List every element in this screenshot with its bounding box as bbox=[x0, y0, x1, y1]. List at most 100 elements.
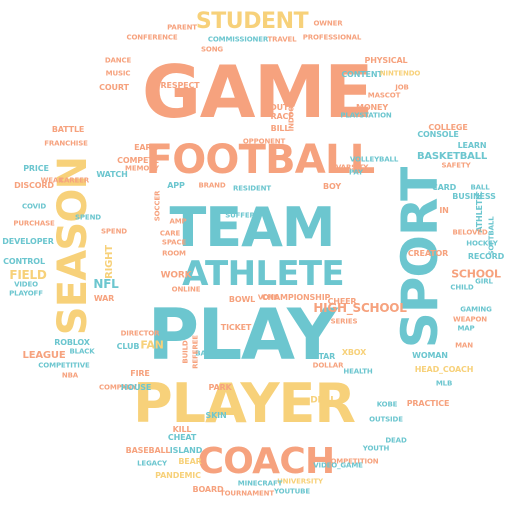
word-nintendo: NINTENDO bbox=[379, 69, 421, 78]
word-ticket: TICKET bbox=[220, 323, 252, 332]
word-professional: PROFESSIONAL bbox=[302, 33, 362, 42]
word-memory: MEMORY bbox=[125, 164, 159, 173]
word-boy: BOY bbox=[323, 182, 341, 191]
word-pandemic: PANDEMIC bbox=[155, 471, 201, 480]
word-park: PARK bbox=[208, 383, 232, 392]
word-watch: WATCH bbox=[96, 170, 128, 179]
word-covid: COVID bbox=[21, 202, 47, 211]
word-kill: KILL bbox=[172, 425, 192, 434]
word-battle: BATTLE bbox=[51, 125, 85, 134]
word-spend: SPEND bbox=[101, 227, 127, 236]
word-head-coach: HEAD_COACH bbox=[414, 365, 474, 374]
word-physical: PHYSICAL bbox=[364, 56, 408, 65]
word-referee: REFEREE bbox=[191, 335, 200, 369]
word-college: COLLEGE bbox=[428, 123, 468, 132]
word-tournament: TOURNAMENT bbox=[219, 489, 275, 498]
word-opponent: OPPONENT bbox=[242, 137, 286, 146]
word-director: DIRECTOR bbox=[120, 329, 160, 338]
word-war: WAR bbox=[93, 294, 115, 303]
word-dead: DEAD bbox=[385, 436, 407, 445]
word-black: BLACK bbox=[69, 347, 95, 356]
word-cheat: CHEAT bbox=[167, 433, 197, 442]
word-bear: BEAR bbox=[178, 457, 202, 466]
word-purchase: PURCHASE bbox=[13, 219, 55, 228]
word-baseball: BASEBALL bbox=[125, 446, 171, 455]
word-game: GAME bbox=[142, 50, 373, 134]
word-commissioner: COMMISSIONER bbox=[207, 35, 269, 44]
word-work: WORK bbox=[160, 270, 192, 281]
word-content: CONTENT bbox=[341, 70, 383, 79]
word-bowl: BOWL bbox=[228, 295, 256, 304]
word-music: MUSIC bbox=[105, 69, 131, 78]
word-video-game: VIDEO_GAME bbox=[313, 461, 363, 470]
word-beloved: BELOVED bbox=[452, 228, 488, 237]
word-video: VIDEO bbox=[14, 280, 38, 289]
word-online: ONLINE bbox=[171, 285, 201, 294]
word-duty: DUTY bbox=[270, 103, 294, 112]
word-school: SCHOOL bbox=[451, 267, 501, 281]
word-sport: SPORT bbox=[391, 167, 449, 349]
word-mlb: MLB bbox=[435, 379, 453, 388]
word-travel: TRAVEL bbox=[267, 35, 297, 44]
word-fire: FIRE bbox=[130, 369, 150, 378]
word-room: ROOM bbox=[162, 249, 186, 258]
word-money: MONEY bbox=[356, 103, 388, 112]
word-dollar: DOLLAR bbox=[312, 361, 344, 370]
word-skin: SKIN bbox=[205, 411, 227, 420]
word-card: CARD bbox=[431, 183, 457, 192]
word-learn: LEARN bbox=[457, 141, 487, 150]
word-career: CAREER bbox=[58, 176, 90, 185]
word-record: RECORD bbox=[467, 252, 505, 261]
word-console: CONSOLE bbox=[417, 130, 459, 139]
word-discord: DISCORD bbox=[14, 181, 54, 190]
word-cheer: CHEER bbox=[327, 297, 357, 306]
word-suffer: SUFFER bbox=[225, 211, 255, 220]
word-respect: RESPECT bbox=[160, 81, 200, 90]
word-playstation: PLAYSTATION bbox=[340, 111, 392, 120]
word-team: TEAM bbox=[169, 196, 336, 259]
word-app: APP bbox=[167, 181, 185, 190]
word-dance: DANCE bbox=[104, 56, 132, 65]
word-board: BOARD bbox=[192, 485, 224, 494]
word-player: PLAYER bbox=[133, 372, 356, 435]
word-club: CLUB bbox=[116, 342, 140, 351]
word-deal: DEAL bbox=[310, 395, 336, 406]
word-competitive: COMPETITIVE bbox=[38, 361, 90, 370]
word-resident: RESIDENT bbox=[233, 184, 271, 193]
word-kobe: KOBE bbox=[376, 400, 398, 409]
word-company: COMPANY bbox=[99, 383, 137, 392]
word-amp: AMP bbox=[169, 217, 187, 226]
word-legacy: LEGACY bbox=[137, 459, 167, 468]
word-health: HEALTH bbox=[343, 367, 373, 376]
word-indoor: INDOOR bbox=[287, 100, 296, 132]
word-parent: PARENT bbox=[167, 23, 197, 32]
word-bill: BILL bbox=[270, 124, 290, 133]
word-right: RIGHT bbox=[104, 245, 115, 279]
word-league: LEAGUE bbox=[22, 350, 66, 361]
word-youth: YOUTH bbox=[362, 444, 390, 453]
word-university: UNIVERSITY bbox=[277, 477, 323, 486]
word-mascot: MASCOT bbox=[367, 91, 401, 100]
word-man: MAN bbox=[455, 341, 473, 350]
word-race: RACE bbox=[270, 112, 294, 121]
word-competition: COMPETITION bbox=[325, 457, 379, 466]
word-ball: BALL bbox=[470, 183, 490, 192]
word-football: FOOTBALL bbox=[145, 137, 375, 183]
word-earn: EARN bbox=[134, 143, 158, 152]
word-price: PRICE bbox=[23, 164, 49, 173]
word-youtube: YOUTUBE bbox=[273, 487, 311, 496]
word-pay: PAY bbox=[349, 168, 363, 177]
word-volleyball: VOLLEYBALL bbox=[349, 155, 399, 164]
word-care: CARE bbox=[159, 229, 181, 238]
word-build: BUILD bbox=[181, 340, 190, 364]
word-woman: WOMAN bbox=[412, 351, 448, 360]
word-weapon: WEAPON bbox=[452, 315, 488, 324]
word-nfl: NFL bbox=[93, 277, 119, 291]
word-franchise: FRANCHISE bbox=[44, 139, 88, 148]
word-student: STUDENT bbox=[195, 9, 309, 34]
word-playoff: PLAYOFF bbox=[9, 289, 43, 298]
word-high-school: HIGH_SCHOOL bbox=[313, 301, 407, 315]
word-control: CONTROL bbox=[3, 257, 45, 266]
word-hockey: HOCKEY bbox=[466, 239, 498, 248]
